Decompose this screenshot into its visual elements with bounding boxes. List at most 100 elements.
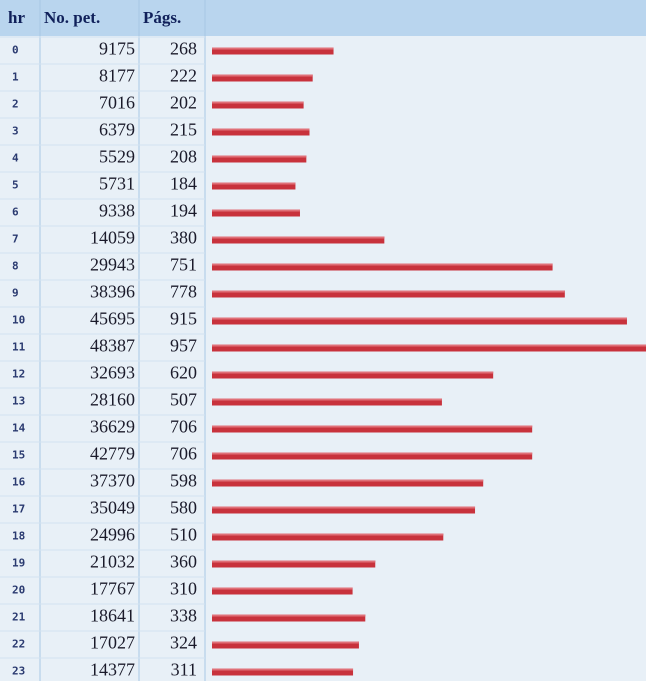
pages: 580 [170, 498, 197, 518]
hour: 0 [12, 44, 19, 57]
bar [212, 587, 353, 595]
bar-highlight [212, 452, 533, 455]
pages: 324 [170, 633, 197, 653]
hour: 1 [12, 71, 19, 84]
hour: 5 [12, 179, 19, 192]
requests: 48387 [90, 336, 135, 356]
hour: 21 [12, 611, 26, 624]
pages: 215 [170, 120, 197, 140]
requests: 5529 [99, 147, 135, 167]
pages: 311 [171, 660, 197, 680]
pages: 751 [170, 255, 197, 275]
pages: 184 [170, 174, 197, 194]
header-hr: hr [8, 8, 25, 27]
requests: 7016 [99, 93, 135, 113]
pages: 194 [170, 201, 197, 221]
bar-highlight [212, 155, 307, 158]
hour: 15 [12, 449, 25, 462]
requests: 6379 [99, 120, 135, 140]
pages: 706 [170, 444, 197, 464]
bar [212, 47, 334, 55]
pages: 620 [170, 363, 197, 383]
requests: 29943 [90, 255, 135, 275]
bar [212, 317, 627, 325]
pages: 706 [170, 417, 197, 437]
header-background [0, 0, 646, 36]
requests: 21032 [90, 552, 135, 572]
pages: 310 [170, 579, 197, 599]
bar [212, 479, 484, 487]
pages: 598 [170, 471, 197, 491]
bar [212, 533, 444, 541]
bar-highlight [212, 182, 296, 185]
bar [212, 668, 354, 676]
pages: 915 [170, 309, 197, 329]
bar-highlight [212, 344, 646, 347]
header-pages: Págs. [143, 8, 181, 27]
hour: 10 [12, 314, 25, 327]
hour: 17 [12, 503, 25, 516]
pages: 268 [170, 39, 197, 59]
hour: 4 [12, 152, 19, 165]
requests: 37370 [90, 471, 135, 491]
requests: 9338 [99, 201, 135, 221]
pages: 380 [170, 228, 197, 248]
pages: 778 [170, 282, 197, 302]
requests: 36629 [90, 417, 135, 437]
bar [212, 182, 296, 190]
bar [212, 452, 533, 460]
bar [212, 614, 366, 622]
pages: 202 [170, 93, 197, 113]
bar [212, 641, 359, 649]
bar-highlight [212, 614, 366, 617]
bar [212, 506, 476, 514]
requests: 45695 [90, 309, 135, 329]
bar-highlight [212, 560, 376, 563]
bar [212, 290, 565, 298]
hour: 13 [12, 395, 25, 408]
bar-highlight [212, 668, 354, 671]
requests: 8177 [99, 66, 135, 86]
bar [212, 155, 307, 163]
bar-highlight [212, 209, 300, 212]
bar-highlight [212, 371, 494, 374]
hour: 9 [12, 287, 19, 300]
requests: 9175 [99, 39, 135, 59]
pages: 338 [170, 606, 197, 626]
requests: 35049 [90, 498, 135, 518]
hour: 2 [12, 98, 19, 111]
bar-highlight [212, 425, 533, 428]
header-requests: No. pet. [44, 8, 100, 27]
bar [212, 344, 646, 352]
hour: 3 [12, 125, 19, 138]
bar-highlight [212, 533, 444, 536]
bar [212, 74, 313, 82]
bar [212, 209, 300, 217]
requests: 14059 [90, 228, 135, 248]
pages: 957 [170, 336, 197, 356]
hour: 14 [12, 422, 26, 435]
hour: 6 [12, 206, 19, 219]
hour: 8 [12, 260, 19, 273]
pages: 510 [170, 525, 197, 545]
bar-highlight [212, 398, 442, 401]
requests: 17767 [90, 579, 135, 599]
bar [212, 128, 310, 136]
hour: 22 [12, 638, 25, 651]
pages: 222 [170, 66, 197, 86]
hour: 19 [12, 557, 25, 570]
bar [212, 101, 304, 109]
requests: 32693 [90, 363, 135, 383]
requests: 17027 [90, 633, 135, 653]
pages: 507 [170, 390, 197, 410]
requests: 24996 [90, 525, 135, 545]
requests: 28160 [90, 390, 135, 410]
bar [212, 236, 385, 244]
bar [212, 425, 533, 433]
bar-highlight [212, 263, 553, 266]
hour: 23 [12, 665, 25, 678]
bar [212, 398, 442, 406]
bar-highlight [212, 506, 476, 509]
pages: 208 [170, 147, 197, 167]
bar-highlight [212, 587, 353, 590]
